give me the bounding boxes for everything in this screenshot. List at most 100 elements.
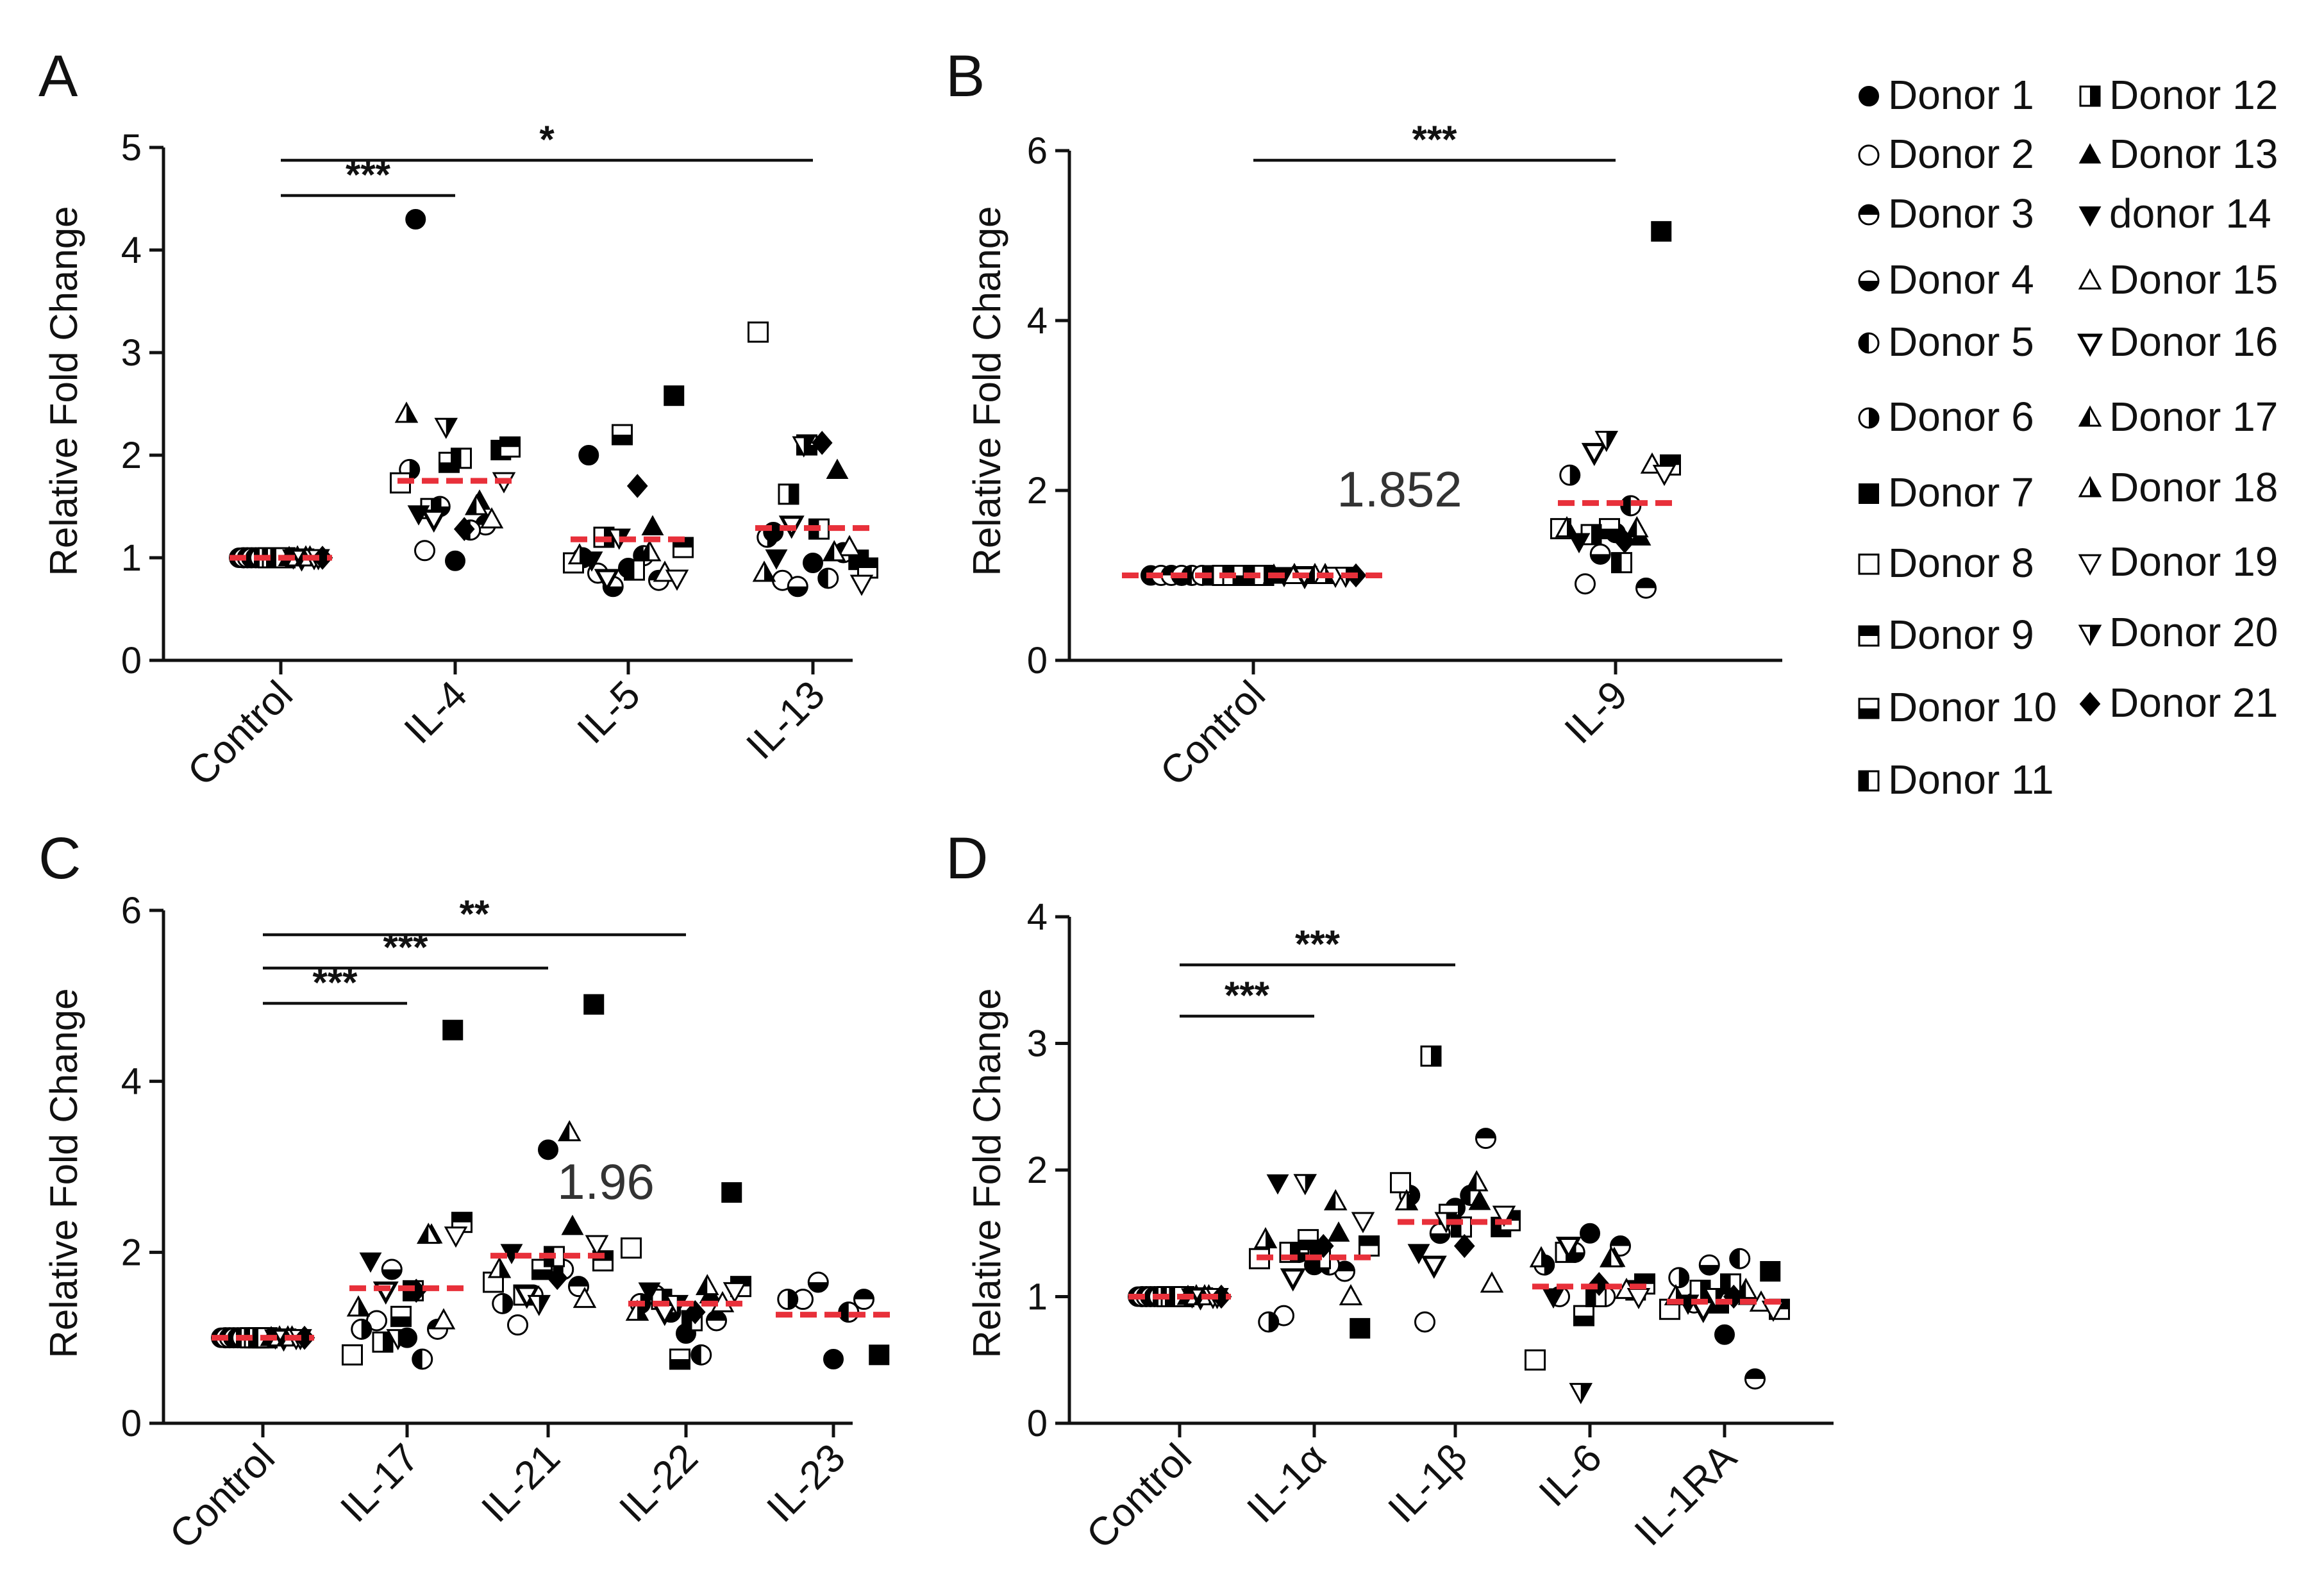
- y-axis-label: Relative Fold Change: [42, 206, 85, 576]
- data-point: [1651, 221, 1672, 242]
- data-point: [1599, 518, 1620, 540]
- data-point: [1390, 1172, 1411, 1194]
- data-point: [1475, 1128, 1496, 1150]
- data-point: [1323, 1189, 1348, 1210]
- x-tick-label: Control: [1152, 673, 1274, 794]
- significance-label: ***: [383, 926, 428, 969]
- data-point: [1453, 1233, 1475, 1258]
- data-point: [1559, 464, 1581, 486]
- data-point: [434, 417, 458, 439]
- data-point: [811, 431, 833, 455]
- y-tick-label: 4: [121, 1061, 142, 1103]
- data-point: [1210, 1284, 1232, 1309]
- panel-D: D Relative Fold Change 0 1 2 3 4 Control IL-1α IL…: [946, 826, 1834, 1557]
- legend-marker: [1858, 625, 1880, 647]
- data-point: [359, 1252, 382, 1273]
- data-point: [507, 1314, 528, 1336]
- data-point: [1525, 1349, 1546, 1371]
- legend-item: Donor 15: [2078, 256, 2278, 303]
- x-tick-label: IL-4: [396, 673, 476, 752]
- data-point: [492, 1292, 514, 1314]
- y-tick-label: 1: [1027, 1276, 1048, 1318]
- legend-item: Donor 19: [2078, 539, 2278, 585]
- legend-marker: [1858, 770, 1880, 792]
- x-tick-label: IL-1RA: [1626, 1435, 1746, 1555]
- legend-item: Donor 7: [1859, 469, 2034, 515]
- data-point: [414, 540, 435, 562]
- data-point: [405, 209, 426, 230]
- data-point: [431, 1308, 456, 1330]
- data-point: [1480, 1271, 1504, 1293]
- data-point: [1659, 1298, 1680, 1320]
- panel-letter: B: [946, 44, 985, 109]
- legend-label: Donor 4: [1888, 256, 2034, 303]
- data-point: [412, 1348, 433, 1370]
- significance-label: ***: [1225, 974, 1270, 1017]
- legend-item: Donor 12: [2079, 72, 2278, 118]
- data-point: [386, 1329, 410, 1351]
- legend-marker: [2078, 206, 2102, 227]
- data-point: [1611, 552, 1632, 574]
- data-point: [444, 1226, 468, 1248]
- legend-label: Donor 8: [1888, 540, 2034, 586]
- data-point: [1652, 465, 1676, 487]
- data-point: [1394, 1189, 1419, 1210]
- panel-letter: D: [946, 826, 988, 891]
- data-point: [583, 994, 605, 1015]
- data-point: [1614, 529, 1635, 554]
- data-point: [464, 494, 489, 515]
- legend-marker: [2078, 554, 2102, 576]
- legend-item: Donor 9: [1858, 612, 2034, 658]
- mean-annotation: 1.96: [557, 1153, 655, 1210]
- data-point: [792, 436, 816, 458]
- legend-item: donor 14: [2078, 190, 2271, 237]
- data-point: [1253, 1227, 1278, 1249]
- legend-item: Donor 8: [1858, 540, 2034, 586]
- data-point: [669, 1348, 690, 1370]
- data-point: [1580, 1223, 1600, 1244]
- data-point: [1729, 1248, 1751, 1269]
- data-point: [416, 1223, 440, 1244]
- data-point: [748, 321, 769, 343]
- data-point: [1280, 1268, 1306, 1292]
- legend-marker: [2077, 333, 2103, 357]
- legend-item: Donor 13: [2078, 131, 2278, 177]
- data-point: [684, 1300, 706, 1325]
- data-point: [346, 1295, 371, 1317]
- data-point: [538, 1139, 558, 1160]
- data-point: [612, 424, 633, 446]
- data-point: [578, 445, 599, 465]
- legend-label: Donor 11: [1888, 757, 2054, 803]
- data-point: [451, 447, 472, 469]
- data-point: [585, 1235, 609, 1257]
- data-point: [1293, 1174, 1317, 1196]
- legend-label: Donor 7: [1888, 469, 2034, 515]
- data-point: [351, 1318, 372, 1340]
- data-point: [1542, 1288, 1565, 1309]
- legend-marker: [2079, 692, 2101, 716]
- data-point: [721, 1182, 742, 1203]
- legend-item: Donor 11: [1858, 757, 2054, 803]
- data-point: [1492, 1205, 1516, 1227]
- y-tick-label: 2: [121, 1232, 142, 1273]
- data-point: [594, 569, 620, 592]
- legend-item: Donor 6: [1858, 394, 2034, 440]
- data-point: [557, 1120, 581, 1142]
- data-point: [1339, 1284, 1363, 1305]
- legend-label: Donor 21: [2109, 680, 2278, 726]
- data-point: [312, 546, 333, 570]
- data-point: [826, 458, 849, 479]
- data-point: [381, 1258, 403, 1280]
- legend: Donor 1 Donor 2 Donor 3 Donor 4 Donor 5 Donor…: [1858, 72, 2278, 803]
- legend-item: Donor 18: [2078, 464, 2278, 510]
- data-point: [1714, 1324, 1735, 1345]
- data-point: [1589, 543, 1611, 565]
- data-point: [1698, 1254, 1720, 1276]
- legend-item: Donor 16: [2077, 319, 2278, 365]
- significance-label: **: [460, 892, 490, 935]
- legend-marker: [1858, 332, 1880, 354]
- legend-label: Donor 12: [2109, 72, 2278, 118]
- data-point: [390, 1305, 412, 1327]
- legend-marker: [1858, 407, 1880, 429]
